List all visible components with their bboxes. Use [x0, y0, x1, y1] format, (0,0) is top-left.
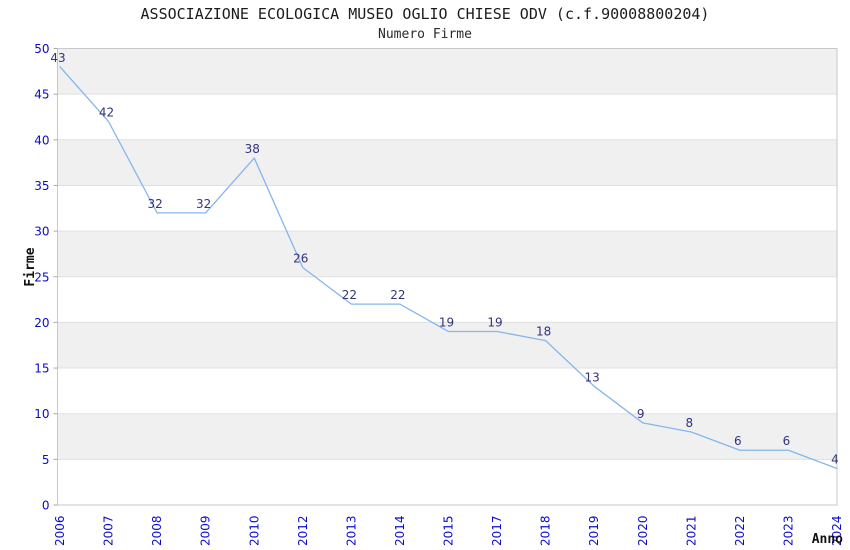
data-point-label: 8: [685, 416, 693, 430]
chart-title: ASSOCIAZIONE ECOLOGICA MUSEO OGLIO CHIES…: [140, 5, 710, 23]
x-tick-label: 2014: [393, 515, 407, 546]
data-point-label: 19: [487, 316, 502, 330]
data-point-label: 43: [50, 51, 65, 65]
y-tick-label: 50: [34, 42, 49, 56]
x-tick-label: 2007: [102, 515, 116, 546]
data-point-label: 6: [734, 434, 742, 448]
y-tick-label: 45: [34, 88, 49, 102]
y-tick-label: 30: [34, 225, 49, 239]
y-tick-label: 10: [34, 407, 49, 421]
x-tick-label: 2020: [636, 515, 650, 546]
grid-band: [57, 322, 837, 369]
y-tick-label: 5: [42, 453, 50, 467]
y-tick-label: 15: [34, 362, 49, 376]
x-tick-label: 2018: [539, 515, 553, 546]
data-point-label: 13: [585, 370, 600, 384]
y-tick-label: 25: [34, 270, 49, 284]
x-tick-label: 2008: [150, 515, 164, 546]
grid-band: [57, 48, 837, 95]
data-point-label: 26: [293, 252, 308, 266]
x-tick-label: 2017: [490, 515, 504, 546]
grid-band: [57, 231, 837, 277]
series-line: [59, 66, 838, 470]
grid-band: [57, 413, 837, 460]
x-axis-title: Anno: [812, 532, 843, 547]
x-tick-label: 2012: [296, 515, 310, 546]
x-tick-label: 2006: [53, 515, 67, 546]
x-tick-label: 2009: [199, 515, 213, 546]
x-tick-label: 2022: [733, 515, 747, 546]
data-point-label: 19: [439, 316, 454, 330]
data-point-label: 32: [147, 197, 162, 211]
data-point-label: 22: [390, 288, 405, 302]
data-point-label: 18: [536, 325, 551, 339]
grid-band: [57, 139, 837, 186]
y-tick-label: 40: [34, 133, 49, 147]
y-tick-label: 35: [34, 179, 49, 193]
data-point-label: 4: [831, 452, 839, 466]
data-point-label: 32: [196, 197, 211, 211]
y-tick-label: 0: [42, 499, 50, 513]
x-tick-label: 2019: [587, 515, 601, 546]
x-tick-label: 2015: [442, 515, 456, 546]
x-tick-label: 2013: [344, 515, 358, 546]
y-axis-title: Firme: [23, 247, 38, 286]
x-tick-label: 2010: [247, 515, 261, 546]
x-tick-label: 2023: [781, 515, 795, 546]
data-point-label: 22: [342, 288, 357, 302]
chart-subtitle: Numero Firme: [378, 27, 472, 42]
x-tick-label: 2024: [830, 515, 844, 546]
data-point-label: 9: [637, 407, 645, 421]
data-point-label: 38: [245, 142, 260, 156]
x-tick-label: 2021: [684, 515, 698, 546]
y-tick-label: 20: [34, 316, 49, 330]
data-point-label: 6: [783, 434, 791, 448]
data-point-label: 42: [99, 106, 114, 120]
